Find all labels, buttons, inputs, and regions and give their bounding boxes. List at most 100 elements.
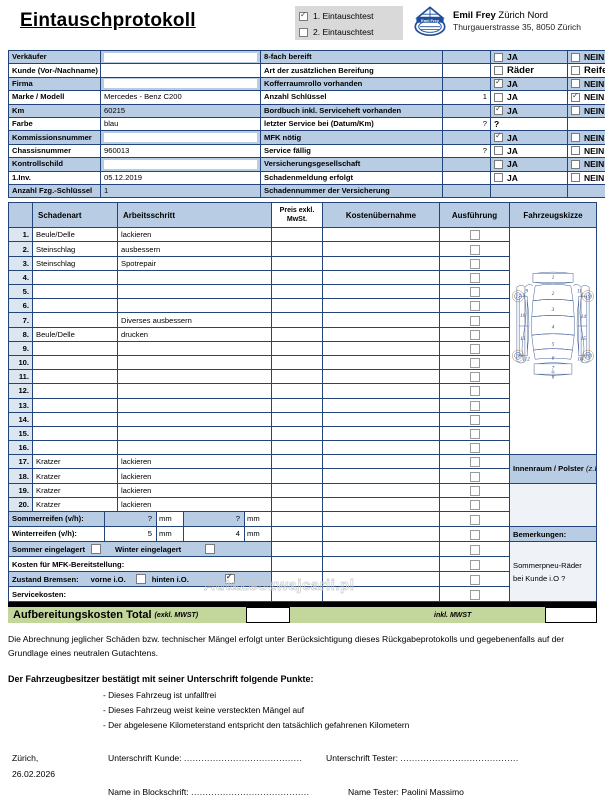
total-amount-incl-field[interactable] [545, 607, 597, 623]
cell-preis[interactable] [272, 469, 323, 483]
eintauschtest-2-row[interactable]: 2. Eintauschtest [299, 25, 399, 39]
cell-kostenuebernahme[interactable] [323, 256, 440, 270]
cell-arbeitsschritt[interactable]: lackieren [118, 228, 272, 242]
cell-ausfuehrung[interactable] [440, 441, 510, 455]
cell-ausfuehrung[interactable] [440, 542, 510, 557]
checkbox-ausfuehrung-icon[interactable] [470, 273, 480, 283]
cell-arbeitsschritt[interactable] [118, 299, 272, 313]
cell-kostenuebernahme[interactable] [323, 542, 440, 557]
cell-arbeitsschritt[interactable]: Spotrepair [118, 256, 272, 270]
option-yes-cell[interactable]: JA [491, 131, 568, 144]
bemerkungen-value-cell[interactable]: Sommerpneu-Räder bei Kunde i.O ? [510, 542, 597, 602]
cell-ausfuehrung[interactable] [440, 557, 510, 572]
name-blockschrift-field[interactable]: Name in Blockschrift: ..................… [108, 787, 310, 797]
cell-schadenart[interactable]: Kratzer [33, 497, 118, 511]
field-value[interactable] [443, 131, 491, 144]
option-no-cell[interactable]: NEIN [568, 104, 605, 117]
checkbox-ausfuehrung-icon[interactable] [470, 515, 480, 525]
field-value[interactable]: 60215 [101, 104, 261, 117]
cell-ausfuehrung[interactable] [440, 285, 510, 299]
checkbox-eintauschtest-2-icon[interactable] [299, 28, 308, 37]
signature-tester-field[interactable]: Unterschrift Tester: ...................… [326, 753, 519, 763]
cell-ausfuehrung[interactable] [440, 384, 510, 398]
checkbox-ausfuehrung-icon[interactable] [470, 259, 480, 269]
checkbox-ausfuehrung-icon[interactable] [470, 545, 480, 555]
checkbox-sommer-eingelagert-icon[interactable] [91, 544, 101, 554]
checkbox-ausfuehrung-icon[interactable] [470, 344, 480, 354]
checkbox-ausfuehrung-icon[interactable] [470, 401, 480, 411]
cell-preis[interactable] [272, 341, 323, 355]
cell-kostenuebernahme[interactable] [323, 441, 440, 455]
option-yes-cell[interactable]: JA [491, 171, 568, 184]
option-no-cell[interactable]: Reifen [568, 64, 605, 77]
option-no-cell[interactable]: NEIN [568, 51, 605, 64]
cell-schadenart[interactable] [33, 426, 118, 440]
checkbox-eintauschtest-1-icon[interactable] [299, 12, 308, 21]
cell-arbeitsschritt[interactable] [118, 270, 272, 284]
cell-kostenuebernahme[interactable] [323, 341, 440, 355]
checkbox-icon[interactable] [571, 79, 580, 88]
checkbox-ausfuehrung-icon[interactable] [470, 415, 480, 425]
checkbox-ausfuehrung-icon[interactable] [470, 230, 480, 240]
cell-ausfuehrung[interactable] [440, 483, 510, 497]
cell-kostenuebernahme[interactable] [323, 426, 440, 440]
option-yes-cell[interactable]: JA [491, 91, 568, 104]
cell-arbeitsschritt[interactable] [118, 398, 272, 412]
cell-preis[interactable] [272, 572, 323, 587]
checkbox-ausfuehrung-icon[interactable] [470, 330, 480, 340]
cell-kostenuebernahme[interactable] [323, 285, 440, 299]
checkbox-bremsen-hinten-icon[interactable] [225, 574, 235, 584]
cell-schadenart[interactable] [33, 441, 118, 455]
cell-kostenuebernahme[interactable] [323, 483, 440, 497]
checkbox-icon[interactable] [494, 106, 503, 115]
winterreifen-h-value[interactable]: 4 [183, 527, 244, 541]
cell-ausfuehrung[interactable] [440, 242, 510, 256]
cell-ausfuehrung[interactable] [440, 512, 510, 527]
cell-kostenuebernahme[interactable] [323, 242, 440, 256]
cell-kostenuebernahme[interactable] [323, 327, 440, 341]
option-yes-cell[interactable]: JA [491, 158, 568, 171]
winterreifen-v-value[interactable]: 5 [104, 527, 156, 541]
field-value[interactable] [443, 158, 491, 171]
cell-ausfuehrung[interactable] [440, 527, 510, 542]
checkbox-ausfuehrung-icon[interactable] [470, 472, 480, 482]
cell-ausfuehrung[interactable] [440, 412, 510, 426]
signature-kunde-field[interactable]: Unterschrift Kunde: ....................… [108, 753, 302, 763]
innenraum-value-cell[interactable] [510, 483, 597, 526]
option-yes-cell[interactable]: JA [491, 144, 568, 157]
cell-schadenart[interactable] [33, 355, 118, 369]
field-value[interactable] [443, 64, 491, 77]
checkbox-ausfuehrung-icon[interactable] [470, 590, 480, 600]
cell-arbeitsschritt[interactable]: lackieren [118, 497, 272, 511]
cell-schadenart[interactable] [33, 313, 118, 327]
cell-ausfuehrung[interactable] [440, 370, 510, 384]
cell-preis[interactable] [272, 542, 323, 557]
cell-preis[interactable] [272, 512, 323, 527]
field-value[interactable]: ? [443, 117, 491, 130]
field-value[interactable]: Mercedes - Benz C200 [101, 91, 261, 104]
cell-kostenuebernahme[interactable] [323, 355, 440, 369]
cell-kostenuebernahme[interactable] [323, 398, 440, 412]
field-value[interactable] [443, 77, 491, 90]
field-value[interactable] [101, 131, 261, 144]
sommerreifen-v-value[interactable]: ? [104, 512, 156, 526]
cell-preis[interactable] [272, 313, 323, 327]
cell-arbeitsschritt[interactable] [118, 341, 272, 355]
option-no-cell[interactable]: NEIN [568, 144, 605, 157]
checkbox-icon[interactable] [571, 160, 580, 169]
option-no-cell[interactable]: NEIN [568, 91, 605, 104]
cell-preis[interactable] [272, 370, 323, 384]
cell-preis[interactable] [272, 587, 323, 602]
checkbox-ausfuehrung-icon[interactable] [470, 316, 480, 326]
cell-ausfuehrung[interactable] [440, 228, 510, 242]
cell-arbeitsschritt[interactable]: ausbessern [118, 242, 272, 256]
cell-kostenuebernahme[interactable] [323, 370, 440, 384]
cell-preis[interactable] [272, 285, 323, 299]
option-yes-cell[interactable]: JA [491, 51, 568, 64]
cell-kostenuebernahme[interactable] [323, 299, 440, 313]
field-value[interactable] [101, 77, 261, 90]
cell-preis[interactable] [272, 242, 323, 256]
cell-ausfuehrung[interactable] [440, 313, 510, 327]
checkbox-ausfuehrung-icon[interactable] [470, 560, 480, 570]
cell-schadenart[interactable] [33, 384, 118, 398]
